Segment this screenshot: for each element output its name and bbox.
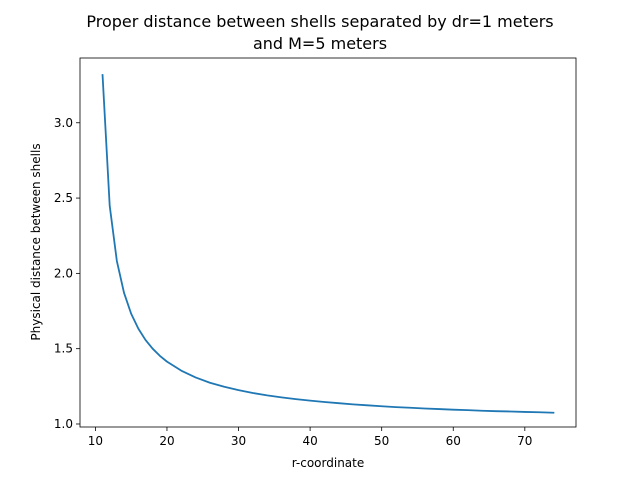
- plot-area: [101, 74, 555, 414]
- x-tick-label: 50: [374, 434, 389, 448]
- y-axis: 1.0 1.5 2.0 2.5 3.0: [54, 116, 80, 431]
- y-axis-label: Physical distance between shells: [29, 143, 43, 340]
- y-tick-label: 1.0: [54, 417, 73, 431]
- x-tick-label: 70: [517, 434, 532, 448]
- x-tick-label: 40: [302, 434, 317, 448]
- x-tick-label: 10: [88, 434, 103, 448]
- series-line: [101, 74, 555, 414]
- plot-frame: [79, 57, 577, 428]
- chart-title-line-2: and M=5 meters: [252, 34, 388, 53]
- x-tick-label: 20: [159, 434, 174, 448]
- y-tick-label: 2.5: [54, 191, 73, 205]
- x-tick-label: 30: [231, 434, 246, 448]
- y-tick-label: 3.0: [54, 116, 73, 130]
- y-tick-label: 2.0: [54, 266, 73, 280]
- chart-title-line-1: Proper distance between shells separated…: [86, 12, 554, 31]
- x-axis-label: r-coordinate: [292, 456, 365, 470]
- y-tick-label: 1.5: [54, 342, 73, 356]
- x-axis: 10 20 30 40 50 60 70: [88, 427, 532, 448]
- x-tick-label: 60: [446, 434, 461, 448]
